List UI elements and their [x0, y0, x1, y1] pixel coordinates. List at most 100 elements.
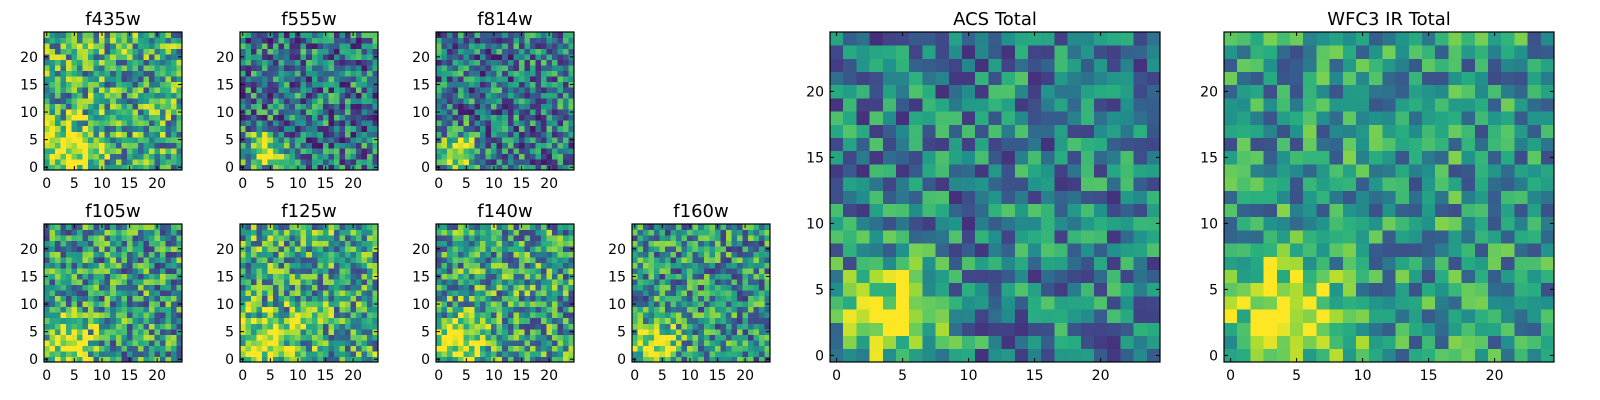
heatmap-cell — [758, 229, 765, 236]
heatmap-cell — [480, 87, 487, 94]
heatmap-cell — [328, 350, 335, 357]
heatmap-cell — [551, 43, 558, 49]
heatmap-cell — [480, 356, 487, 363]
heatmap-cell — [463, 120, 470, 127]
heatmap-cell — [322, 350, 329, 357]
heatmap-cell — [361, 70, 368, 77]
heatmap-cell — [546, 87, 553, 94]
heatmap-cell — [262, 312, 268, 319]
heatmap-cell — [372, 147, 379, 154]
heatmap-cell — [170, 246, 177, 252]
heatmap-cell — [251, 43, 257, 49]
heatmap-cell — [104, 334, 111, 341]
heatmap-cell — [632, 312, 638, 319]
heatmap-cell — [507, 290, 514, 297]
heatmap-cell — [535, 273, 542, 280]
heatmap-cell — [535, 306, 542, 313]
heatmap-cell — [267, 317, 274, 324]
heatmap-cell — [333, 317, 340, 324]
heatmap-cell — [372, 65, 379, 72]
heatmap-cell — [703, 262, 710, 269]
heatmap-cell — [1146, 296, 1161, 310]
heatmap-cell — [366, 290, 373, 297]
heatmap-cell — [333, 54, 340, 60]
heatmap-cell — [104, 32, 111, 38]
heatmap-cell — [948, 269, 963, 284]
heatmap-cell — [333, 268, 340, 275]
heatmap-cell — [513, 290, 520, 297]
heatmap-cell — [551, 246, 558, 252]
heatmap-cell — [44, 295, 50, 302]
heatmap-cell — [55, 323, 61, 330]
heatmap-cell — [535, 76, 542, 83]
heatmap-cell — [1080, 190, 1095, 204]
heatmap-cell — [143, 87, 150, 94]
heatmap-cell — [687, 246, 694, 252]
heatmap-cell — [245, 334, 252, 341]
heatmap-cell — [518, 273, 525, 280]
heatmap-cell — [637, 284, 644, 291]
heatmap-cell — [518, 350, 525, 357]
y-tick-label: 20 — [412, 50, 430, 66]
heatmap-cell — [458, 356, 464, 363]
heatmap-cell — [148, 54, 155, 60]
heatmap-cell — [284, 312, 291, 319]
heatmap-cell — [344, 279, 351, 286]
heatmap-cell — [557, 76, 564, 83]
heatmap-cell — [474, 240, 481, 247]
heatmap-cell — [159, 257, 166, 264]
heatmap-cell — [284, 246, 291, 252]
heatmap-cell — [830, 164, 844, 178]
heatmap-cell — [99, 37, 106, 44]
heatmap-cell — [143, 295, 150, 302]
heatmap-cell — [311, 224, 318, 230]
heatmap-cell — [502, 136, 509, 143]
heatmap-cell — [502, 295, 509, 302]
heatmap-cell — [267, 323, 274, 330]
heatmap-cell — [540, 312, 547, 319]
heatmap-cell — [49, 251, 56, 258]
heatmap-cell — [1146, 190, 1161, 204]
heatmap-cell — [458, 273, 464, 280]
heatmap-cell — [557, 142, 564, 149]
heatmap-cell — [159, 334, 166, 341]
heatmap-cell — [703, 235, 710, 241]
heatmap-cell — [328, 262, 335, 269]
heatmap-cell — [452, 306, 459, 313]
heatmap-cell — [154, 142, 161, 149]
heatmap-cell — [333, 339, 340, 346]
heatmap-cell — [339, 87, 346, 94]
heatmap-cell — [273, 65, 280, 72]
heatmap-cell — [110, 131, 117, 138]
heatmap-cell — [474, 339, 481, 346]
heatmap-cell — [300, 109, 307, 116]
heatmap-cell — [502, 279, 509, 286]
heatmap-cell — [176, 268, 183, 275]
heatmap-cell — [143, 65, 150, 72]
heatmap-cell — [436, 345, 442, 352]
heatmap-cell — [463, 229, 470, 236]
heatmap-cell — [143, 246, 150, 252]
heatmap-cell — [535, 334, 542, 341]
heatmap-cell — [333, 306, 340, 313]
heatmap-cell — [502, 339, 509, 346]
heatmap-cell — [524, 43, 531, 49]
heatmap-cell — [267, 246, 274, 252]
heatmap-cell — [71, 136, 78, 143]
heatmap-cell — [170, 125, 177, 132]
heatmap-cell — [687, 229, 694, 236]
heatmap-cell — [55, 37, 61, 44]
heatmap-cell — [240, 306, 246, 313]
heatmap-cell — [44, 131, 50, 138]
heatmap-cell — [300, 317, 307, 324]
heatmap-cell — [1133, 256, 1148, 270]
heatmap-cell — [333, 257, 340, 264]
heatmap-cell — [88, 229, 95, 236]
heatmap-cell — [1054, 216, 1068, 231]
heatmap-cell — [273, 224, 280, 230]
heatmap-cell — [154, 323, 161, 330]
heatmap-cell — [289, 317, 296, 324]
heatmap-cell — [165, 306, 172, 313]
heatmap-cell — [333, 81, 340, 88]
heatmap-cell — [764, 290, 771, 297]
